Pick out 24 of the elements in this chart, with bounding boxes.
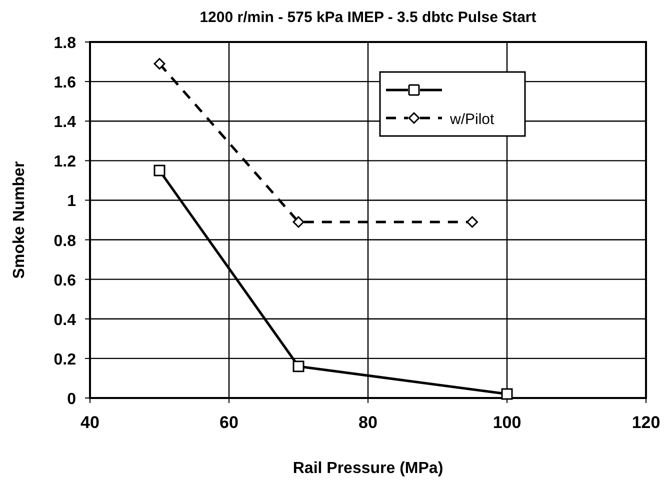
x-axis-title: Rail Pressure (MPa) <box>292 460 444 477</box>
point <box>501 388 513 400</box>
y-tick-label: 0.6 <box>54 272 76 290</box>
x-tick-label: 100 <box>492 413 522 432</box>
point <box>292 360 304 372</box>
y-tick-label: 1.8 <box>54 35 76 52</box>
x-tick-label: 40 <box>80 413 100 432</box>
y-tick-label: 1.4 <box>54 114 76 132</box>
y-tick-label: 0.4 <box>54 312 76 329</box>
point <box>154 164 166 176</box>
y-axis-title: Smoke Number <box>11 161 28 279</box>
x-tick-label: 120 <box>632 413 660 432</box>
point <box>154 58 166 70</box>
y-tick-label: 0 <box>67 391 76 408</box>
y-tick-label: 0.2 <box>54 351 76 368</box>
y-tick-label: 1 <box>67 193 76 210</box>
y-tick-label: 0.8 <box>54 232 76 250</box>
x-tick-label: 60 <box>220 413 238 432</box>
x-tick-label: 80 <box>358 413 378 432</box>
point <box>466 216 478 228</box>
chart-title: 1200 r/min - 575 kPa IMEP - 3.5 dbtc Pulse Start <box>200 9 536 26</box>
y-tick-label: 1.6 <box>54 74 76 92</box>
y-tick-label: 1.2 <box>54 154 76 171</box>
legend-label: w/Pilot <box>449 111 496 128</box>
